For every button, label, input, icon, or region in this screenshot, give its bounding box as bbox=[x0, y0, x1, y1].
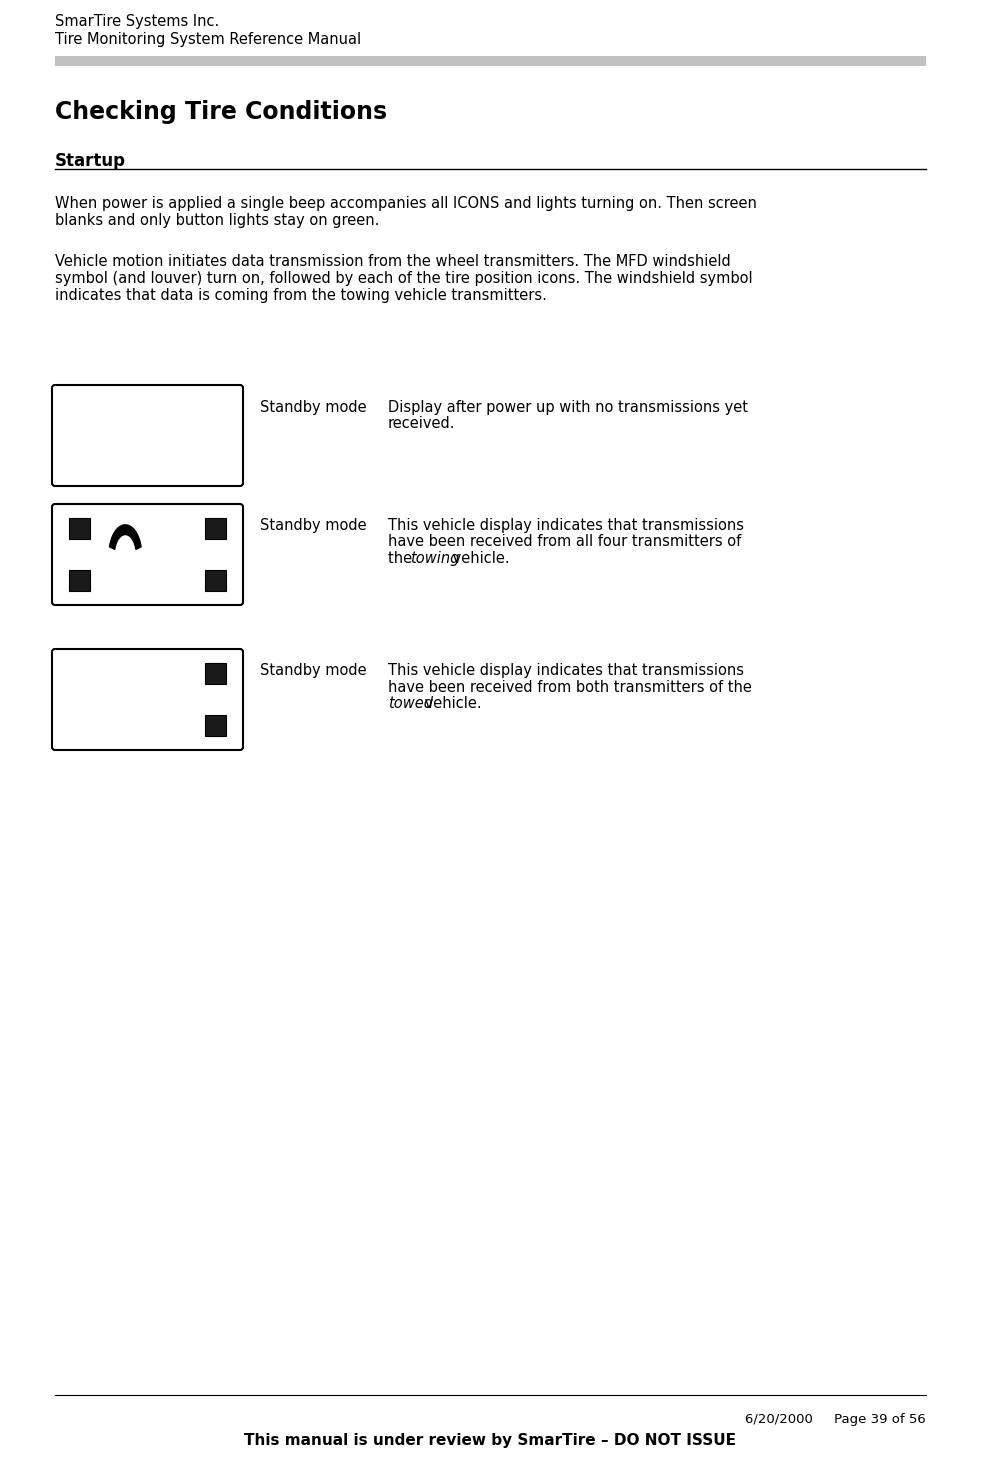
Bar bbox=[69, 519, 90, 539]
Text: This vehicle display indicates that transmissions: This vehicle display indicates that tran… bbox=[388, 517, 744, 534]
Text: SmarTire Systems Inc.: SmarTire Systems Inc. bbox=[55, 15, 219, 29]
Text: towing: towing bbox=[410, 551, 459, 566]
Bar bbox=[205, 519, 227, 539]
Text: blanks and only button lights stay on green.: blanks and only button lights stay on gr… bbox=[55, 213, 380, 229]
Polygon shape bbox=[110, 525, 141, 550]
Text: This manual is under review by SmarTire – DO NOT ISSUE: This manual is under review by SmarTire … bbox=[244, 1432, 737, 1448]
Text: Display after power up with no transmissions yet: Display after power up with no transmiss… bbox=[388, 400, 748, 415]
Text: Vehicle motion initiates data transmission from the wheel transmitters. The MFD : Vehicle motion initiates data transmissi… bbox=[55, 254, 731, 268]
FancyBboxPatch shape bbox=[52, 504, 243, 605]
Text: Tire Monitoring System Reference Manual: Tire Monitoring System Reference Manual bbox=[55, 32, 361, 47]
Bar bbox=[205, 570, 227, 591]
FancyBboxPatch shape bbox=[52, 386, 243, 487]
Text: Standby mode: Standby mode bbox=[260, 663, 367, 677]
Text: vehicle.: vehicle. bbox=[420, 696, 482, 711]
Text: Standby mode: Standby mode bbox=[260, 517, 367, 534]
Text: the: the bbox=[388, 551, 417, 566]
Text: When power is applied a single beep accompanies all ICONS and lights turning on.: When power is applied a single beep acco… bbox=[55, 196, 757, 211]
Text: towed: towed bbox=[388, 696, 433, 711]
Text: received.: received. bbox=[388, 416, 455, 431]
Bar bbox=[69, 570, 90, 591]
Text: have been received from both transmitters of the: have been received from both transmitter… bbox=[388, 680, 751, 695]
FancyBboxPatch shape bbox=[52, 649, 243, 751]
Text: indicates that data is coming from the towing vehicle transmitters.: indicates that data is coming from the t… bbox=[55, 287, 546, 303]
Bar bbox=[205, 664, 227, 685]
Text: Startup: Startup bbox=[55, 152, 126, 170]
Bar bbox=[55, 56, 926, 66]
Text: Checking Tire Conditions: Checking Tire Conditions bbox=[55, 100, 387, 125]
Text: Standby mode: Standby mode bbox=[260, 400, 367, 415]
Text: This vehicle display indicates that transmissions: This vehicle display indicates that tran… bbox=[388, 663, 744, 677]
Text: have been received from all four transmitters of: have been received from all four transmi… bbox=[388, 535, 742, 550]
Text: 6/20/2000     Page 39 of 56: 6/20/2000 Page 39 of 56 bbox=[746, 1413, 926, 1426]
Text: vehicle.: vehicle. bbox=[448, 551, 509, 566]
Bar bbox=[205, 715, 227, 736]
Text: symbol (and louver) turn on, followed by each of the tire position icons. The wi: symbol (and louver) turn on, followed by… bbox=[55, 271, 752, 286]
